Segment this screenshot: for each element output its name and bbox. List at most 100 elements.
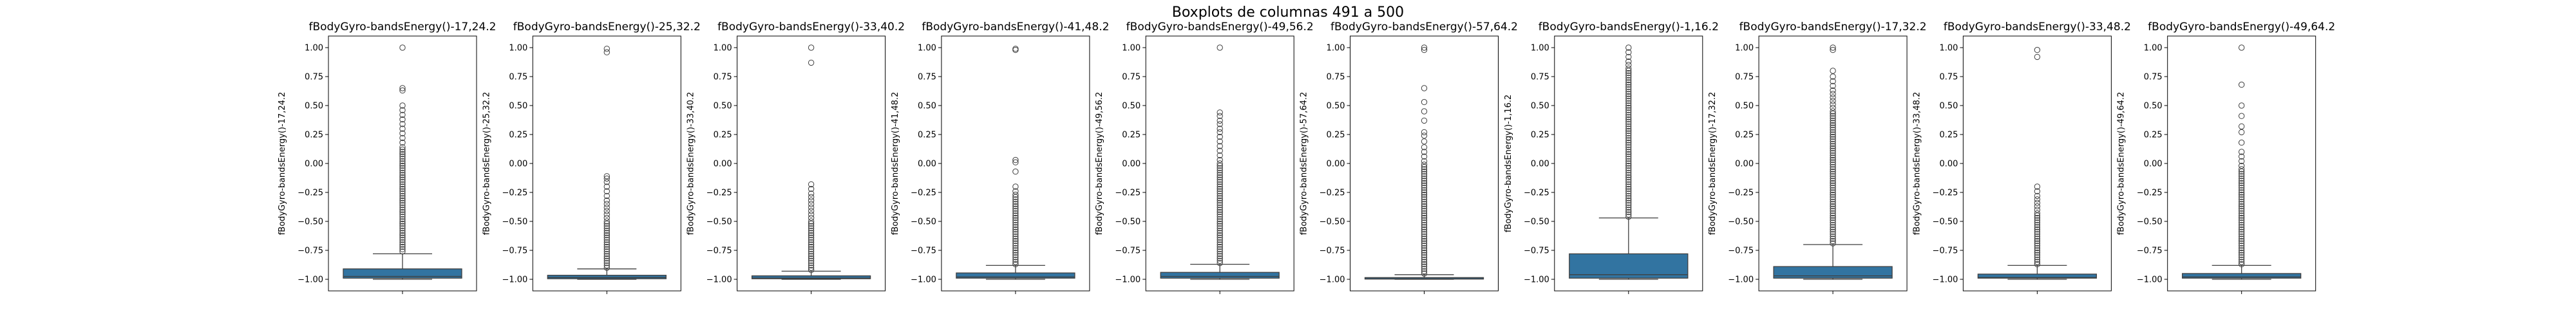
outlier-point — [1217, 44, 1223, 51]
y-tick-label: 0.50 — [1122, 102, 1141, 111]
outlier-point — [1012, 236, 1019, 242]
outlier-point — [1625, 121, 1632, 127]
outlier-point — [2034, 188, 2041, 194]
outlier-point — [1421, 85, 1428, 91]
outlier-point — [1830, 127, 1836, 133]
outlier-point — [1830, 231, 1836, 237]
outlier-point — [1012, 219, 1019, 226]
outlier-point — [1625, 75, 1632, 81]
outlier-point — [399, 237, 406, 243]
outlier-point — [1217, 250, 1223, 257]
outlier-point — [2034, 236, 2041, 242]
outlier-point — [603, 248, 610, 255]
outlier-point — [1625, 91, 1632, 97]
outlier-point — [1012, 201, 1019, 207]
outlier-point — [603, 260, 610, 266]
outlier-point — [2239, 191, 2245, 198]
y-tick-label: −0.75 — [911, 246, 936, 256]
iqr-box — [1977, 274, 2098, 279]
outlier-point — [399, 190, 406, 197]
outlier-point — [2239, 205, 2245, 212]
outlier-point — [2034, 243, 2041, 249]
outlier-point — [1625, 130, 1632, 136]
outlier-point — [1421, 189, 1428, 196]
y-tick-label: 0.00 — [1735, 160, 1754, 169]
outlier-point — [1421, 247, 1428, 254]
outlier-point — [1625, 200, 1632, 206]
outlier-point — [1830, 185, 1836, 191]
outlier-point — [1830, 194, 1836, 200]
outlier-point — [1625, 192, 1632, 200]
outlier-point — [1625, 65, 1632, 72]
y-tick-label: 0.75 — [1735, 73, 1754, 82]
outlier-point — [1625, 123, 1632, 130]
outlier-point — [399, 167, 406, 174]
y-tick-label: 0.25 — [509, 131, 527, 140]
outlier-point — [808, 232, 815, 239]
outlier-point — [1217, 225, 1223, 232]
y-tick-label: 1.00 — [509, 44, 527, 53]
outlier-point — [1830, 240, 1836, 246]
outlier-point — [1830, 98, 1836, 104]
outlier-point — [2239, 129, 2245, 136]
outlier-point — [2239, 261, 2245, 268]
outlier-point — [603, 225, 610, 232]
outlier-point — [2034, 46, 2041, 53]
outlier-point — [808, 260, 815, 266]
outlier-point — [1625, 62, 1632, 68]
outlier-point — [2034, 183, 2041, 190]
outlier-point — [1217, 190, 1223, 197]
outlier-point — [603, 232, 610, 239]
outlier-point — [1625, 204, 1632, 211]
outlier-point — [1830, 91, 1836, 97]
outlier-point — [1421, 201, 1428, 207]
outlier-point — [1830, 150, 1836, 156]
outlier-point — [1217, 200, 1223, 206]
outlier-point — [1217, 246, 1223, 252]
y-tick-label: −0.50 — [298, 218, 323, 227]
y-tick-label: 0.50 — [1531, 102, 1549, 111]
outlier-point — [2239, 194, 2245, 200]
outlier-point — [1830, 154, 1836, 161]
y-tick-label: −1.00 — [1524, 275, 1549, 285]
outlier-point — [1421, 270, 1428, 277]
outlier-point — [399, 216, 406, 223]
outlier-point — [1012, 214, 1019, 221]
outlier-point — [808, 214, 815, 221]
outlier-point — [1217, 207, 1223, 213]
panel-title: fBodyGyro-bandsEnergy()-17,32.2 — [1739, 21, 1927, 33]
outlier-point — [399, 234, 406, 241]
y-tick-label: −0.50 — [1933, 218, 1958, 227]
outlier-point — [2034, 217, 2041, 223]
outlier-point — [1012, 245, 1019, 252]
outlier-point — [1012, 224, 1019, 230]
outlier-point — [808, 253, 815, 259]
outlier-point — [2239, 237, 2245, 245]
outlier-point — [1830, 133, 1836, 140]
outlier-point — [1625, 72, 1632, 79]
outlier-point — [1830, 145, 1836, 152]
outlier-point — [2239, 196, 2245, 203]
outlier-point — [2239, 171, 2245, 177]
outlier-point — [1421, 171, 1428, 177]
outlier-point — [1217, 257, 1223, 264]
y-axis-label: fBodyGyro-bandsEnergy()-49,64.2 — [2117, 92, 2126, 236]
y-tick-label: 0.50 — [714, 102, 732, 111]
outlier-point — [1217, 185, 1223, 192]
outlier-point — [603, 246, 610, 252]
outlier-point — [399, 102, 406, 109]
outlier-point — [399, 87, 406, 94]
outlier-point — [1217, 117, 1223, 124]
outlier-point — [808, 227, 815, 234]
outlier-point — [808, 211, 815, 218]
outlier-point — [2239, 201, 2245, 207]
outlier-point — [1421, 129, 1428, 136]
outlier-point — [808, 44, 815, 51]
y-tick-label: 1.00 — [1531, 44, 1549, 53]
outlier-point — [808, 190, 815, 197]
outlier-point — [1625, 98, 1632, 104]
y-tick-label: 1.00 — [714, 44, 732, 53]
outlier-point — [2034, 221, 2041, 228]
y-tick-label: 0.00 — [509, 160, 527, 169]
